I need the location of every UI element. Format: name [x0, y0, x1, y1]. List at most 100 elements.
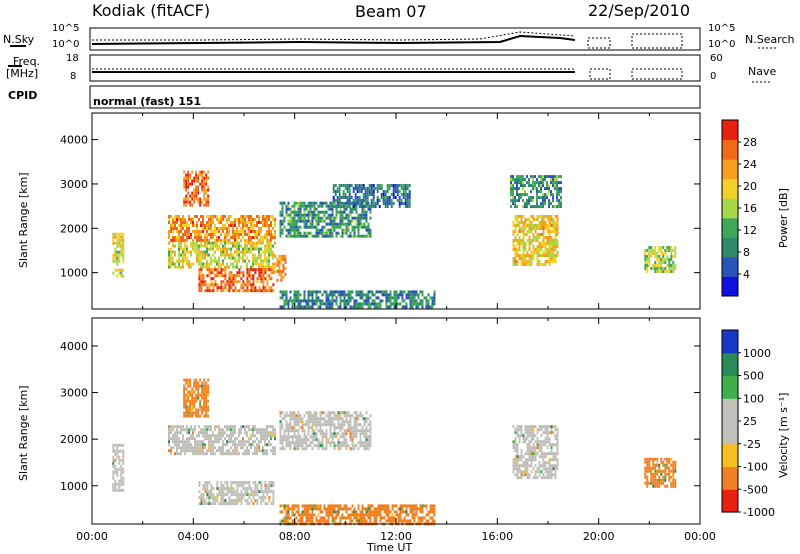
data-cell — [260, 431, 262, 435]
data-cell — [415, 504, 418, 508]
data-cell — [187, 393, 190, 397]
data-cell — [120, 247, 123, 251]
data-cell — [205, 173, 208, 177]
data-cell — [347, 302, 350, 306]
data-cell — [299, 435, 302, 439]
data-cell — [660, 457, 663, 461]
data-cell — [656, 270, 659, 273]
data-cell — [118, 467, 121, 471]
data-cell — [367, 444, 370, 448]
data-cell — [339, 302, 342, 306]
data-cell — [200, 496, 203, 500]
data-cell — [321, 219, 324, 223]
ytick-label: 2000 — [60, 222, 88, 235]
data-cell — [313, 216, 316, 220]
data-cell — [411, 510, 414, 514]
data-cell — [178, 253, 180, 257]
data-cell — [262, 259, 264, 263]
data-cell — [197, 176, 200, 180]
data-cell — [307, 420, 310, 424]
data-cell — [207, 176, 210, 180]
data-cell — [662, 481, 665, 485]
data-cell — [544, 175, 546, 179]
data-cell — [381, 516, 384, 520]
data-cell — [652, 267, 655, 270]
data-cell — [202, 239, 204, 242]
data-cell — [309, 426, 312, 430]
data-cell — [540, 452, 543, 456]
data-cell — [528, 248, 531, 251]
data-cell — [216, 484, 219, 488]
data-cell — [654, 463, 657, 467]
data-cell — [178, 230, 180, 233]
data-cell — [188, 233, 190, 236]
data-cell — [542, 215, 545, 218]
data-cell — [264, 218, 266, 221]
data-cell — [406, 205, 409, 208]
data-cell — [260, 274, 263, 278]
data-cell — [384, 196, 387, 199]
data-cell — [199, 414, 202, 418]
data-cell — [309, 504, 312, 508]
data-cell — [207, 393, 210, 397]
data-cell — [114, 485, 117, 489]
data-cell — [291, 204, 294, 208]
data-cell — [315, 302, 318, 306]
data-cell — [355, 234, 358, 238]
data-cell — [293, 293, 296, 297]
data-cell — [395, 504, 398, 508]
data-cell — [234, 233, 236, 236]
data-cell — [544, 455, 547, 459]
data-cell — [283, 507, 286, 511]
data-cell — [552, 257, 555, 260]
colorbar-segment — [722, 375, 738, 399]
data-cell — [325, 441, 328, 445]
data-cell — [365, 441, 368, 445]
data-cell — [335, 225, 338, 229]
data-cell — [194, 241, 196, 245]
data-cell — [652, 466, 655, 470]
data-cell — [367, 225, 370, 229]
data-cell — [522, 205, 524, 209]
data-cell — [560, 175, 562, 179]
data-cell — [363, 447, 366, 451]
data-cell — [307, 417, 310, 421]
data-cell — [266, 431, 268, 435]
data-cell — [394, 190, 397, 193]
data-cell — [238, 218, 240, 221]
data-cell — [246, 247, 248, 251]
data-cell — [206, 253, 208, 257]
data-cell — [538, 428, 541, 432]
data-cell — [114, 232, 117, 236]
data-cell — [250, 286, 253, 290]
data-cell — [656, 267, 659, 270]
data-cell — [172, 230, 174, 233]
data-cell — [526, 181, 528, 185]
data-cell — [548, 233, 551, 236]
data-cell — [200, 283, 203, 287]
nsky-label: N.Sky — [3, 33, 35, 46]
data-cell — [216, 425, 218, 429]
data-cell — [544, 178, 546, 182]
data-cell — [334, 199, 337, 202]
data-cell — [321, 411, 324, 415]
data-cell — [260, 230, 262, 233]
data-cell — [122, 274, 125, 278]
data-cell — [524, 184, 526, 188]
data-cell — [552, 260, 555, 263]
data-cell — [232, 236, 234, 239]
data-cell — [236, 230, 238, 233]
data-cell — [524, 221, 527, 224]
data-cell — [339, 305, 342, 309]
data-cell — [240, 227, 242, 230]
data-cell — [516, 431, 519, 435]
data-cell — [337, 417, 340, 421]
data-cell — [189, 176, 192, 180]
data-cell — [256, 215, 258, 218]
data-cell — [212, 230, 214, 233]
data-cell — [112, 256, 115, 260]
data-cell — [258, 271, 261, 275]
data-cell — [388, 196, 391, 199]
data-cell — [530, 446, 533, 450]
data-cell — [674, 469, 677, 473]
